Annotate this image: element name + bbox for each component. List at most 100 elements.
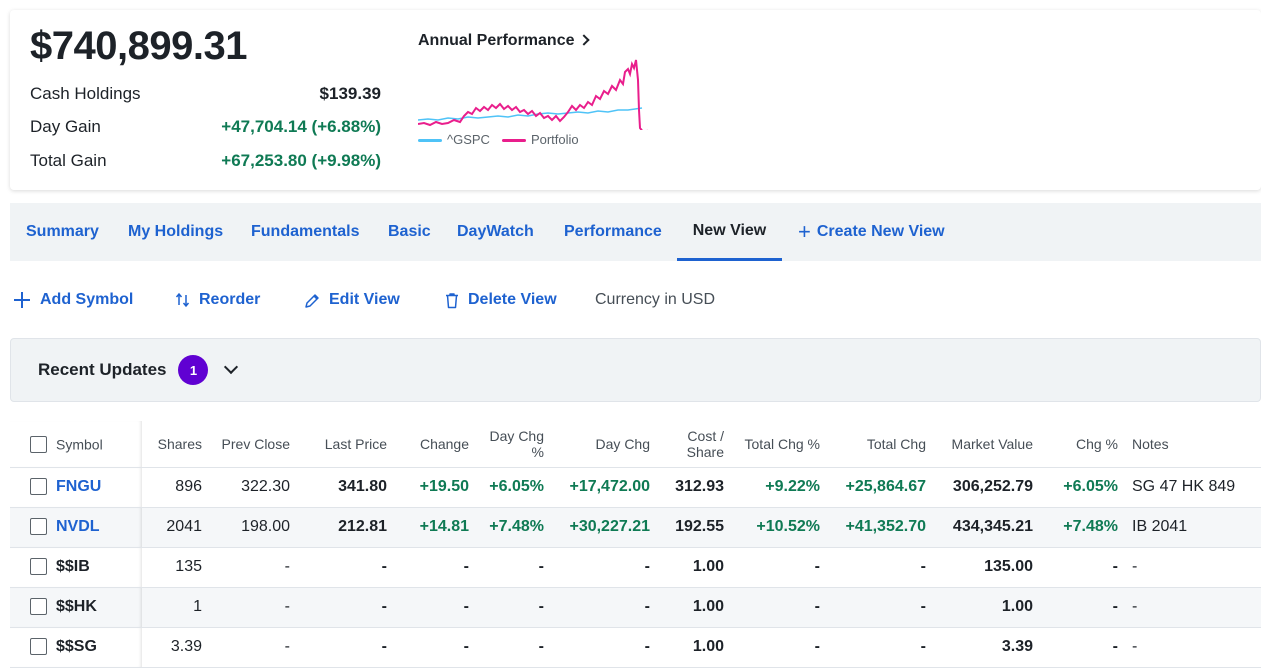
day-chg-pct-cell: -	[475, 587, 550, 628]
edit-view-button[interactable]: Edit View	[304, 285, 400, 315]
chg-pct-cell: -	[1039, 587, 1124, 628]
annual-performance-sparkline[interactable]	[418, 50, 648, 130]
header-day-chg-pct-line1: Day Chg	[489, 427, 544, 444]
last-price-cell: 341.80	[296, 467, 393, 508]
notes-cell[interactable]: -	[1124, 587, 1261, 628]
day-chg-cell: -	[550, 627, 656, 668]
symbol-link[interactable]: NVDL	[56, 517, 100, 535]
table-header-row: Symbol Shares Prev Close Last Price Chan…	[10, 421, 1261, 468]
prev-close-cell: -	[208, 547, 296, 588]
shares-cell: 135	[142, 547, 208, 588]
row-checkbox[interactable]	[30, 598, 47, 616]
day-chg-cell: +30,227.21	[550, 507, 656, 548]
shares-cell: 1	[142, 587, 208, 628]
tab-new-view[interactable]: New View	[677, 203, 782, 261]
header-notes[interactable]: Notes	[1124, 421, 1261, 468]
delete-view-button[interactable]: Delete View	[444, 285, 557, 315]
row-checkbox[interactable]	[30, 558, 47, 576]
header-day-chg-pct[interactable]: Day Chg%	[475, 421, 550, 468]
header-chg-pct[interactable]: Chg %	[1039, 421, 1124, 468]
symbol-link[interactable]: FNGU	[56, 477, 102, 495]
chg-pct-cell: -	[1039, 627, 1124, 668]
holdings-table: Symbol Shares Prev Close Last Price Chan…	[10, 421, 1261, 668]
chg-pct-cell: -	[1039, 547, 1124, 588]
chevron-right-icon	[578, 34, 591, 46]
header-day-chg[interactable]: Day Chg	[550, 421, 656, 468]
tab-basic[interactable]: Basic	[388, 223, 431, 240]
change-cell: -	[393, 547, 475, 588]
market-value-cell: 1.00	[932, 587, 1039, 628]
cash-holdings-label: Cash Holdings	[30, 84, 141, 103]
market-value-cell: 135.00	[932, 547, 1039, 588]
select-all-checkbox[interactable]	[30, 435, 47, 453]
total-gain-row: Total Gain +67,253.80 (+9.98%)	[30, 151, 381, 171]
chevron-down-icon[interactable]	[224, 359, 239, 375]
reorder-button[interactable]: Reorder	[175, 285, 260, 315]
cost-cell: 312.93	[656, 467, 730, 508]
row-checkbox[interactable]	[30, 638, 47, 656]
view-tabs: Summary My Holdings Fundamentals Basic D…	[10, 203, 1261, 261]
total-chg-cell: -	[826, 587, 932, 628]
day-gain-row: Day Gain +47,704.14 (+6.88%)	[30, 117, 381, 137]
header-last-price[interactable]: Last Price	[296, 421, 393, 468]
cash-holdings-value: $139.39	[319, 84, 381, 103]
total-chg-pct-cell: -	[730, 547, 826, 588]
tab-performance[interactable]: Performance	[564, 223, 662, 240]
delete-view-label: Delete View	[468, 291, 557, 308]
total-gain-value: +67,253.80 (+9.98%)	[221, 151, 381, 170]
shares-cell: 2041	[142, 507, 208, 548]
header-symbol[interactable]: Symbol	[10, 421, 142, 468]
notes-cell[interactable]: IB 2041	[1124, 507, 1261, 548]
performance-legend: ^GSPC Portfolio	[418, 132, 579, 147]
trash-icon	[444, 292, 460, 309]
plus-icon: +	[798, 219, 811, 244]
tab-summary[interactable]: Summary	[26, 223, 99, 240]
header-prev-close[interactable]: Prev Close	[208, 421, 296, 468]
cost-cell: 1.00	[656, 587, 730, 628]
header-change[interactable]: Change	[393, 421, 475, 468]
header-symbol-label: Symbol	[56, 436, 103, 453]
cash-holdings-row: Cash Holdings $139.39	[30, 84, 381, 104]
legend-label-portfolio: Portfolio	[530, 132, 579, 147]
last-price-cell: -	[296, 587, 393, 628]
tab-daywatch[interactable]: DayWatch	[457, 223, 534, 240]
tab-fundamentals[interactable]: Fundamentals	[251, 223, 360, 240]
header-cost-line2: Share	[686, 443, 724, 460]
notes-cell[interactable]: -	[1124, 627, 1261, 668]
legend-swatch-gspc	[418, 139, 442, 143]
row-checkbox[interactable]	[30, 518, 47, 536]
header-cost-share[interactable]: Cost / Share	[656, 421, 730, 468]
notes-cell[interactable]: -	[1124, 547, 1261, 588]
symbol-cell: $$IB	[10, 547, 142, 588]
tab-create-new-view[interactable]: + Create New View	[798, 203, 945, 261]
shares-cell: 896	[142, 467, 208, 508]
table-row: FNGU 896 322.30 341.80 +19.50 +6.05% +17…	[10, 467, 1261, 508]
header-total-chg[interactable]: Total Chg	[826, 421, 932, 468]
header-total-chg-pct[interactable]: Total Chg %	[730, 421, 826, 468]
change-cell: -	[393, 627, 475, 668]
recent-updates-panel[interactable]: Recent Updates 1	[10, 338, 1261, 402]
annual-performance-title: Annual Performance	[418, 32, 575, 49]
header-cost-line1: Cost /	[687, 427, 724, 444]
notes-cell[interactable]: SG 47 HK 849	[1124, 467, 1261, 508]
tab-my-holdings[interactable]: My Holdings	[128, 223, 224, 240]
header-day-chg-pct-line2: %	[531, 443, 544, 460]
cost-cell: 192.55	[656, 507, 730, 548]
day-chg-pct-cell: -	[475, 627, 550, 668]
add-symbol-button[interactable]: Add Symbol	[12, 285, 133, 315]
add-symbol-label: Add Symbol	[40, 291, 134, 308]
total-chg-pct-cell: +10.52%	[730, 507, 826, 548]
create-new-view-label: Create New View	[816, 223, 945, 240]
header-shares[interactable]: Shares	[142, 421, 208, 468]
header-market-value[interactable]: Market Value	[932, 421, 1039, 468]
annual-performance-link[interactable]: Annual Performance	[418, 32, 591, 50]
market-value-cell: 434,345.21	[932, 507, 1039, 548]
symbol-cell: NVDL	[10, 507, 142, 548]
row-checkbox[interactable]	[30, 478, 47, 496]
recent-updates-title: Recent Updates	[38, 360, 167, 379]
day-chg-pct-cell: +7.48%	[475, 507, 550, 548]
total-chg-pct-cell: -	[730, 587, 826, 628]
total-gain-label: Total Gain	[30, 151, 107, 170]
legend-item-portfolio: Portfolio	[501, 132, 579, 147]
day-chg-cell: +17,472.00	[550, 467, 656, 508]
